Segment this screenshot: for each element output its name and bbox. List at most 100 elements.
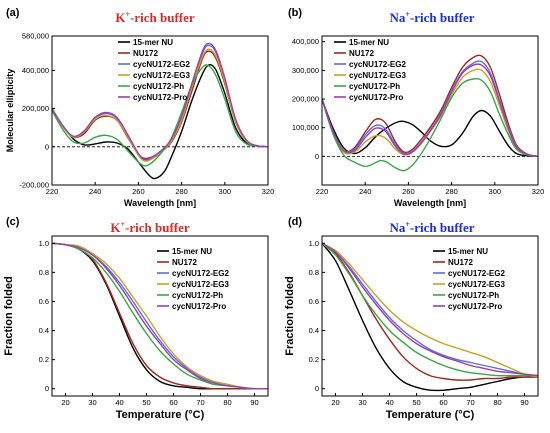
- legend-entry: NU172: [133, 49, 158, 58]
- x-tick-label: 40: [115, 398, 123, 407]
- legend-entry: 15-mer NU: [349, 38, 389, 47]
- legend-entry: cycNU172-Pro: [133, 93, 187, 102]
- y-axis-label: Molecular ellipticity: [5, 69, 15, 153]
- chart-panel-2: (c) K+-rich buffer 20 30 40 50 60 70 80 90 0 0.2 0.4…: [3, 216, 269, 421]
- panel-label: (a): [6, 7, 20, 19]
- y-tick-label: 0.4: [39, 326, 49, 335]
- x-tick-label: 240: [359, 187, 372, 196]
- y-tick-label: 200,000: [292, 95, 319, 104]
- y-tick-label: 1.0: [309, 239, 319, 248]
- x-tick-label: 40: [385, 398, 393, 407]
- legend-entry: cycNU172-EG3: [172, 280, 229, 289]
- y-tick-label: 0.2: [309, 355, 319, 364]
- legend-entry: cycNU172-EG2: [133, 60, 190, 69]
- chart-title: Na+-rich buffer: [389, 10, 474, 25]
- legend-entry: 15-mer NU: [133, 38, 173, 47]
- x-tick-label: 20: [61, 398, 69, 407]
- y-tick-label: 0.8: [309, 268, 319, 277]
- x-tick-label: 320: [532, 187, 545, 196]
- legend-entry: cycNU172-Ph: [349, 82, 400, 91]
- y-tick-label: 0.6: [309, 297, 319, 306]
- x-tick-label: 90: [250, 398, 258, 407]
- x-tick-label: 220: [316, 187, 329, 196]
- legend-entry: cycNU172-Pro: [349, 93, 403, 102]
- chart-panel-0: (a) K+-rich buffer 220 240 260 280 300 320 -200,…: [5, 7, 274, 208]
- panel-label: (b): [288, 7, 302, 19]
- series-line-cycnu172-pro: [52, 42, 268, 161]
- legend-entry: cycNU172-Ph: [172, 291, 223, 300]
- chart-panel-1: (b) Na+-rich buffer 220 240 260 280 300 320 0 100…: [288, 7, 544, 208]
- series-line-cycnu172-eg2: [52, 242, 268, 390]
- x-tick-label: 80: [223, 398, 231, 407]
- chart-title-rest: -rich buffer: [130, 10, 195, 25]
- chart-title-sup: +: [120, 220, 125, 229]
- x-axis-label: Temperature (°C): [116, 409, 205, 421]
- legend-entry: cycNU172-EG2: [448, 269, 505, 278]
- chart-title-rest: -rich buffer: [410, 220, 475, 235]
- plot-frame: [321, 35, 539, 186]
- x-tick-label: 300: [489, 187, 502, 196]
- y-tick-label: -200,000: [19, 181, 49, 190]
- chart-title: K+-rich buffer: [110, 220, 190, 235]
- chart-title-sup: +: [405, 220, 410, 229]
- panel-label: (c): [6, 216, 20, 228]
- y-tick-label: 0.2: [39, 355, 49, 364]
- x-tick-label: 260: [402, 187, 415, 196]
- legend-entry: cycNU172-EG2: [349, 60, 406, 69]
- x-tick-label: 280: [175, 187, 188, 196]
- legend-entry: cycNU172-EG3: [349, 71, 406, 80]
- legend-entry: cycNU172-Ph: [133, 82, 184, 91]
- x-tick-label: 30: [88, 398, 96, 407]
- y-tick-label: 0: [315, 384, 319, 393]
- chart-title-sup: +: [405, 10, 410, 19]
- legend-entry: cycNU172-EG3: [448, 280, 505, 289]
- x-tick-label: 320: [262, 187, 275, 196]
- y-tick-label: 400,000: [292, 37, 319, 46]
- series-line-15-mer-nu: [322, 242, 538, 392]
- plot-frame: [51, 35, 269, 186]
- x-tick-label: 70: [466, 398, 474, 407]
- x-tick-label: 300: [219, 187, 232, 196]
- chart-panel-3: (d) Na+-rich buffer 20 30 40 50 60 70 80 90 0 0.2 0.…: [284, 216, 539, 421]
- x-tick-label: 50: [142, 398, 150, 407]
- chart-title-main: Na: [389, 10, 405, 25]
- plot-frame: [321, 235, 539, 397]
- legend-entry: 15-mer NU: [172, 247, 212, 256]
- panel-label: (d): [288, 216, 302, 228]
- series-line-cycnu172-ph: [322, 77, 538, 172]
- x-axis-label: Wavelength [nm]: [394, 198, 466, 208]
- chart-title-main: Na: [389, 220, 405, 235]
- x-tick-label: 60: [169, 398, 177, 407]
- chart-title-rest: -rich buffer: [125, 220, 190, 235]
- series-group: [322, 54, 538, 172]
- x-axis-label: Wavelength [nm]: [124, 198, 196, 208]
- y-tick-label: 0: [45, 142, 49, 151]
- chart-title-main: K: [115, 10, 126, 25]
- x-tick-label: 260: [132, 187, 145, 196]
- legend-entry: cycNU172-EG2: [172, 269, 229, 278]
- x-tick-label: 70: [196, 398, 204, 407]
- chart-title-rest: -rich buffer: [410, 10, 475, 25]
- y-tick-label: 300,000: [292, 66, 319, 75]
- series-group: [52, 42, 268, 180]
- y-tick-label: 0: [315, 152, 319, 161]
- series-line-cycnu172-ph: [52, 64, 268, 167]
- series-line-cycnu172-pro: [322, 242, 538, 377]
- legend-entry: NU172: [448, 258, 473, 267]
- x-tick-label: 240: [89, 187, 102, 196]
- legend-entry: cycNU172-Ph: [448, 291, 499, 300]
- x-tick-label: 80: [493, 398, 501, 407]
- y-axis-label: Fraction folded: [3, 276, 15, 355]
- chart-title: Na+-rich buffer: [389, 220, 474, 235]
- legend-entry: 15-mer NU: [448, 247, 488, 256]
- x-tick-label: 30: [358, 398, 366, 407]
- x-tick-label: 60: [439, 398, 447, 407]
- plot-frame: [51, 235, 269, 397]
- series-line-cycnu172-eg2: [322, 242, 538, 377]
- x-tick-label: 90: [520, 398, 528, 407]
- series-line-cycnu172-ph: [322, 242, 538, 377]
- y-tick-label: 100,000: [292, 123, 319, 132]
- legend-entry: NU172: [349, 49, 374, 58]
- series-line-15-mer-nu: [52, 242, 268, 390]
